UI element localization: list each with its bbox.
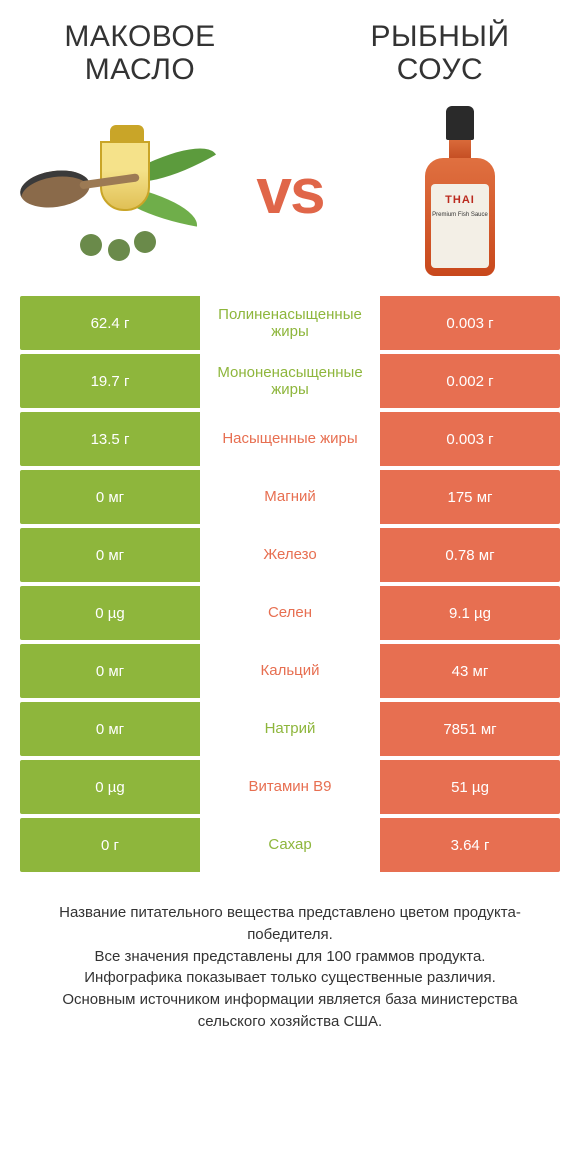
left-value: 0 мг: [20, 702, 200, 756]
table-row: 0 µgСелен9.1 µg: [20, 586, 560, 640]
bottle-sub: Premium Fish Sauce: [431, 212, 489, 218]
right-value: 9.1 µg: [380, 586, 560, 640]
nutrient-label: Магний: [200, 470, 380, 524]
right-product-title: РЫБНЫЙ СОУС: [340, 20, 540, 86]
right-value: 7851 мг: [380, 702, 560, 756]
nutrient-label: Кальций: [200, 644, 380, 698]
nutrient-label: Мононенасыщенные жиры: [200, 354, 380, 408]
nutrient-label: Натрий: [200, 702, 380, 756]
comparison-table: 62.4 гПолиненасыщенные жиры0.003 г19.7 г…: [20, 296, 560, 872]
left-value: 0 µg: [20, 586, 200, 640]
nutrient-label: Селен: [200, 586, 380, 640]
nutrient-label: Витамин B9: [200, 760, 380, 814]
table-row: 0 мгЖелезо0.78 мг: [20, 528, 560, 582]
left-value: 0 мг: [20, 528, 200, 582]
vs-label: vs: [256, 154, 323, 228]
left-value: 0 мг: [20, 644, 200, 698]
header: МАКОВОЕ МАСЛО РЫБНЫЙ СОУС: [0, 0, 580, 96]
right-value: 0.003 г: [380, 296, 560, 350]
left-value: 0 г: [20, 818, 200, 872]
vs-row: vs THAI Premium Fish Sauce: [0, 96, 580, 296]
nutrient-label: Сахар: [200, 818, 380, 872]
left-value: 0 µg: [20, 760, 200, 814]
left-value: 0 мг: [20, 470, 200, 524]
footer-line: Все значения представлены для 100 граммо…: [30, 946, 550, 968]
table-row: 0 мгКальций43 мг: [20, 644, 560, 698]
right-value: 3.64 г: [380, 818, 560, 872]
right-value: 51 µg: [380, 760, 560, 814]
table-row: 0 гСахар3.64 г: [20, 818, 560, 872]
right-value: 0.003 г: [380, 412, 560, 466]
nutrient-label: Железо: [200, 528, 380, 582]
footer-notes: Название питательного вещества представл…: [30, 902, 550, 1033]
right-value: 0.78 мг: [380, 528, 560, 582]
bottle-brand: THAI: [431, 194, 489, 206]
right-value: 175 мг: [380, 470, 560, 524]
left-product-title: МАКОВОЕ МАСЛО: [40, 20, 240, 86]
table-row: 62.4 гПолиненасыщенные жиры0.003 г: [20, 296, 560, 350]
table-row: 0 мгМагний175 мг: [20, 470, 560, 524]
table-row: 0 мгНатрий7851 мг: [20, 702, 560, 756]
nutrient-label: Полиненасыщенные жиры: [200, 296, 380, 350]
table-row: 19.7 гМононенасыщенные жиры0.002 г: [20, 354, 560, 408]
footer-line: Инфографика показывает только существенн…: [30, 967, 550, 989]
footer-line: Основным источником информации является …: [30, 989, 550, 1033]
left-value: 13.5 г: [20, 412, 200, 466]
footer-line: Название питательного вещества представл…: [30, 902, 550, 946]
left-value: 19.7 г: [20, 354, 200, 408]
right-product-image: THAI Premium Fish Sauce: [370, 111, 550, 271]
table-row: 13.5 гНасыщенные жиры0.003 г: [20, 412, 560, 466]
right-value: 43 мг: [380, 644, 560, 698]
left-product-image: [30, 111, 210, 271]
right-value: 0.002 г: [380, 354, 560, 408]
table-row: 0 µgВитамин B951 µg: [20, 760, 560, 814]
left-value: 62.4 г: [20, 296, 200, 350]
nutrient-label: Насыщенные жиры: [200, 412, 380, 466]
